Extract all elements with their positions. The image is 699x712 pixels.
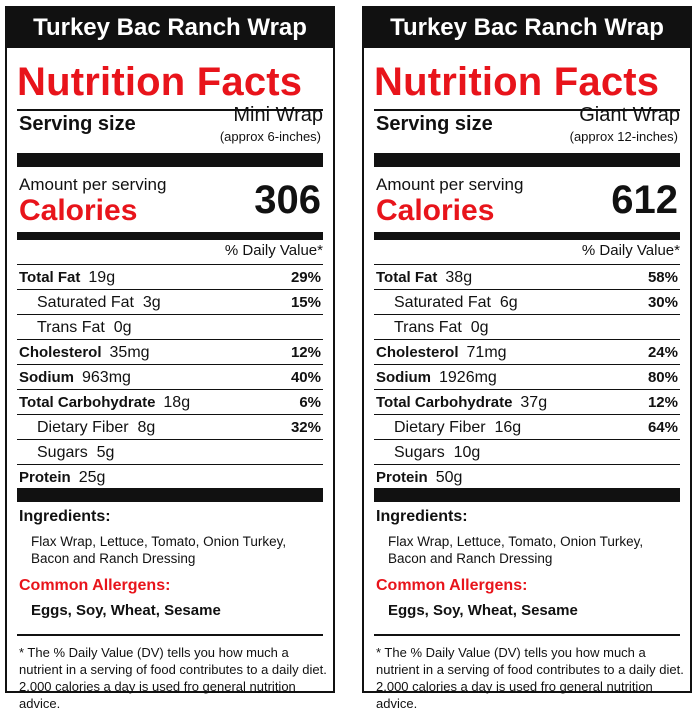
divider (17, 634, 323, 636)
ingredients-label: Ingredients: (19, 508, 111, 525)
divider (374, 634, 680, 636)
nutrient-row-cholesterol: Cholesterol 35mg 12% (17, 339, 323, 365)
product-title: Turkey Bac Ranch Wrap (364, 8, 690, 48)
allergens-label: Common Allergens: (19, 577, 171, 594)
serving-size-label: Serving size (19, 113, 136, 135)
nutrient-row-cholesterol: Cholesterol 71mg 24% (374, 339, 680, 365)
nutrition-label-giant: Turkey Bac Ranch Wrap Nutrition Facts Se… (362, 6, 692, 711)
thick-divider (374, 488, 680, 502)
daily-value-header: % Daily Value* (224, 242, 323, 259)
footnote: * The % Daily Value (DV) tells you how m… (19, 645, 327, 711)
ingredients-label: Ingredients: (376, 508, 468, 525)
nutrition-facts-heading: Nutrition Facts (374, 60, 660, 104)
calories-label: Calories (376, 194, 495, 227)
nutrition-facts-heading: Nutrition Facts (17, 60, 303, 104)
footnote: * The % Daily Value (DV) tells you how m… (376, 645, 684, 711)
nutrient-row-sodium: Sodium 1926mg 80% (374, 364, 680, 390)
nutrition-label-mini: Turkey Bac Ranch Wrap Nutrition Facts Se… (5, 6, 335, 711)
ingredients-text: Flax Wrap, Lettuce, Tomato, Onion Turkey… (388, 534, 644, 566)
amount-per-serving: Amount per serving (19, 175, 167, 194)
calories-value: 306 (254, 178, 321, 222)
nutrient-row-total-fat: Total Fat 38g 58% (374, 264, 680, 290)
nutrient-row-sugars: Sugars 10g (374, 439, 680, 465)
ingredients-text: Flax Wrap, Lettuce, Tomato, Onion Turkey… (31, 534, 287, 566)
medium-divider (17, 232, 323, 240)
medium-divider (374, 232, 680, 240)
nutrient-row-dietary-fiber: Dietary Fiber 16g 64% (374, 414, 680, 440)
allergens-text: Eggs, Soy, Wheat, Sesame (31, 602, 221, 619)
serving-size-value: Mini Wrap (233, 104, 323, 126)
nutrient-row-protein: Protein 50g (374, 464, 680, 490)
nutrient-row-total-carbohydrate: Total Carbohydrate 18g 6% (17, 389, 323, 415)
divider (17, 109, 323, 111)
serving-size-note: (approx 12-inches) (569, 129, 678, 144)
divider (374, 109, 680, 111)
nutrient-row-total-fat: Total Fat 19g 29% (17, 264, 323, 290)
allergens-text: Eggs, Soy, Wheat, Sesame (388, 602, 578, 619)
serving-size-label: Serving size (376, 113, 493, 135)
daily-value-header: % Daily Value* (581, 242, 680, 259)
serving-size-note: (approx 6-inches) (219, 129, 321, 144)
thick-divider (17, 488, 323, 502)
nutrient-row-dietary-fiber: Dietary Fiber 8g 32% (17, 414, 323, 440)
nutrient-row-trans-fat: Trans Fat 0g (374, 314, 680, 340)
nutrient-row-saturated-fat: Saturated Fat 3g 15% (17, 289, 323, 315)
nutrient-row-sodium: Sodium 963mg 40% (17, 364, 323, 390)
nutrient-row-total-carbohydrate: Total Carbohydrate 37g 12% (374, 389, 680, 415)
nutrient-row-protein: Protein 25g (17, 464, 323, 490)
serving-size-value: Giant Wrap (579, 104, 680, 126)
nutrient-row-sugars: Sugars 5g (17, 439, 323, 465)
nutrient-row-trans-fat: Trans Fat 0g (17, 314, 323, 340)
product-title: Turkey Bac Ranch Wrap (7, 8, 333, 48)
allergens-label: Common Allergens: (376, 577, 528, 594)
thick-divider (374, 153, 680, 167)
nutrient-row-saturated-fat: Saturated Fat 6g 30% (374, 289, 680, 315)
thick-divider (17, 153, 323, 167)
calories-label: Calories (19, 194, 138, 227)
amount-per-serving: Amount per serving (376, 175, 524, 194)
calories-value: 612 (611, 178, 678, 222)
